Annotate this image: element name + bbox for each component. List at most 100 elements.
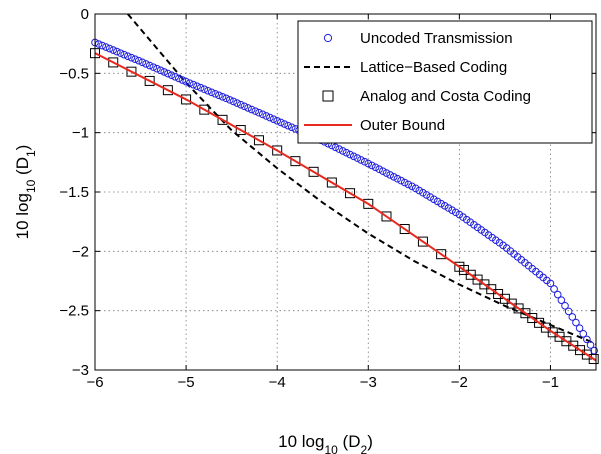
y-tick-label-6: −3 bbox=[72, 362, 89, 379]
axis-label-part-4: ) bbox=[13, 145, 32, 151]
uncoded-marker-134 bbox=[579, 329, 588, 338]
uncoded-marker-36 bbox=[222, 94, 230, 103]
uncoded-marker-92 bbox=[426, 193, 435, 201]
uncoded-marker-78 bbox=[375, 165, 384, 174]
uncoded-marker-88 bbox=[411, 184, 420, 193]
uncoded-marker-86 bbox=[404, 180, 413, 189]
uncoded-marker-23 bbox=[175, 74, 183, 83]
uncoded-marker-125 bbox=[546, 279, 555, 288]
uncoded-marker-19 bbox=[160, 68, 169, 76]
uncoded-marker-37 bbox=[226, 96, 234, 104]
uncoded-marker-90 bbox=[419, 188, 427, 197]
uncoded-marker-43 bbox=[247, 105, 256, 114]
uncoded-marker-6 bbox=[113, 47, 121, 56]
analog-marker-17 bbox=[399, 224, 410, 235]
series-outer-bound-line bbox=[94, 52, 597, 362]
x-axis-label: 10 log10 (D2) bbox=[278, 432, 373, 454]
uncoded-marker-11 bbox=[131, 55, 139, 63]
uncoded-marker-38 bbox=[229, 97, 238, 106]
legend-label-2: Analog and Costa Coding bbox=[360, 88, 531, 105]
legend: Uncoded Transmission Lattice−Based Coding… bbox=[297, 20, 593, 144]
uncoded-marker-53 bbox=[284, 121, 292, 130]
uncoded-marker-131 bbox=[568, 313, 577, 321]
uncoded-marker-70 bbox=[346, 150, 354, 159]
uncoded-marker-96 bbox=[440, 202, 449, 210]
uncoded-marker-95 bbox=[437, 199, 445, 208]
analog-marker-2 bbox=[126, 66, 137, 77]
uncoded-marker-47 bbox=[262, 112, 271, 120]
legend-box bbox=[297, 20, 593, 144]
uncoded-marker-93 bbox=[430, 195, 438, 204]
uncoded-marker-132 bbox=[572, 318, 580, 327]
uncoded-marker-50 bbox=[273, 117, 281, 125]
uncoded-marker-30 bbox=[200, 85, 209, 94]
uncoded-marker-87 bbox=[408, 182, 416, 191]
uncoded-marker-52 bbox=[280, 120, 289, 128]
legend-label-1: Lattice−Based Coding bbox=[360, 59, 507, 76]
uncoded-marker-32 bbox=[207, 88, 216, 97]
analog-marker-13 bbox=[326, 177, 337, 188]
uncoded-marker-26 bbox=[185, 79, 194, 87]
uncoded-marker-126 bbox=[550, 285, 558, 293]
axis-label-part-0: 10 log bbox=[278, 432, 324, 451]
uncoded-marker-35 bbox=[218, 93, 227, 101]
series-analog-markers bbox=[90, 48, 599, 365]
uncoded-marker-68 bbox=[338, 147, 347, 155]
uncoded-marker-99 bbox=[451, 208, 460, 217]
analog-marker-15 bbox=[363, 198, 374, 209]
uncoded-marker-2 bbox=[98, 41, 107, 50]
y-axis-label: 10 log10 (D1) bbox=[13, 145, 38, 240]
uncoded-marker-18 bbox=[156, 66, 165, 75]
uncoded-marker-12 bbox=[134, 56, 143, 65]
uncoded-marker-81 bbox=[386, 171, 394, 179]
analog-marker-19 bbox=[436, 249, 447, 260]
axis-label-part-4: ) bbox=[367, 432, 373, 451]
axis-label-part-3: 1 bbox=[24, 150, 38, 157]
uncoded-marker-21 bbox=[167, 71, 176, 79]
uncoded-marker-133 bbox=[575, 324, 584, 332]
uncoded-marker-3 bbox=[102, 43, 110, 51]
axis-label-part-1: 10 bbox=[24, 179, 38, 193]
uncoded-marker-15 bbox=[145, 61, 154, 70]
uncoded-marker-71 bbox=[349, 152, 358, 161]
axis-label-part-2: (D bbox=[13, 157, 32, 180]
uncoded-marker-89 bbox=[415, 186, 424, 195]
analog-marker-16 bbox=[381, 211, 392, 222]
uncoded-marker-42 bbox=[244, 104, 252, 112]
uncoded-marker-10 bbox=[127, 53, 136, 62]
uncoded-marker-44 bbox=[251, 107, 260, 115]
uncoded-marker-46 bbox=[258, 110, 267, 119]
analog-marker-40 bbox=[588, 354, 599, 365]
analog-marker-3 bbox=[144, 75, 155, 86]
y-tick-label-4: −2 bbox=[72, 243, 89, 260]
uncoded-marker-7 bbox=[116, 49, 125, 57]
x-tick-label-1: −5 bbox=[178, 374, 195, 391]
analog-marker-8 bbox=[235, 125, 246, 136]
analog-marker-12 bbox=[308, 166, 319, 177]
uncoded-marker-22 bbox=[171, 72, 179, 81]
uncoded-marker-29 bbox=[196, 83, 205, 92]
uncoded-marker-13 bbox=[138, 58, 147, 67]
legend-key-uncoded bbox=[323, 33, 333, 43]
x-tick-label-4: −2 bbox=[451, 374, 468, 391]
uncoded-marker-33 bbox=[211, 89, 220, 98]
uncoded-marker-69 bbox=[342, 148, 351, 157]
legend-label-0: Uncoded Transmission bbox=[360, 30, 513, 47]
uncoded-marker-27 bbox=[189, 80, 198, 89]
uncoded-marker-77 bbox=[371, 163, 380, 172]
ticks: −6 −5 −4 −3 −2 −1 0 −0.5 −1 −1.5 −2 −2.5 −3 bbox=[59, 6, 596, 391]
legend-key-analog bbox=[322, 90, 334, 102]
uncoded-marker-48 bbox=[266, 113, 274, 122]
uncoded-marker-9 bbox=[123, 52, 132, 60]
y-tick-label-5: −2.5 bbox=[59, 303, 89, 320]
analog-marker-5 bbox=[181, 94, 192, 105]
uncoded-marker-25 bbox=[182, 77, 190, 86]
uncoded-marker-45 bbox=[255, 108, 263, 117]
uncoded-marker-74 bbox=[360, 157, 369, 166]
uncoded-marker-83 bbox=[393, 174, 402, 183]
analog-marker-10 bbox=[272, 145, 283, 156]
uncoded-marker-130 bbox=[564, 307, 573, 316]
y-tick-label-3: −1.5 bbox=[59, 184, 89, 201]
uncoded-marker-40 bbox=[236, 100, 245, 109]
